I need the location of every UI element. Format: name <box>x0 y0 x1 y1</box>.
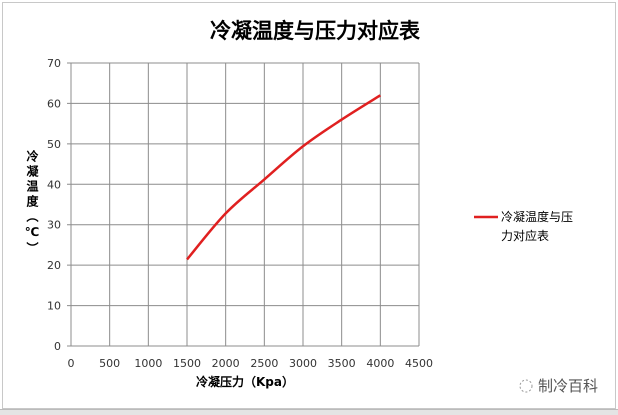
x-tick-label: 3500 <box>328 357 356 370</box>
watermark: 制冷百科 <box>520 377 598 395</box>
chart-title: 冷凝温度与压力对应表 <box>210 18 421 43</box>
y-axis-label: 冷凝温度（℃） <box>24 150 40 257</box>
x-tick-label: 4000 <box>366 357 394 370</box>
x-tick-label: 1000 <box>134 357 162 370</box>
y-tick-label: 0 <box>54 340 61 353</box>
series-line <box>187 95 380 259</box>
y-tick-label: 10 <box>47 300 61 313</box>
y-tick-label: 40 <box>47 178 61 191</box>
y-tick-label: 20 <box>47 259 61 272</box>
x-tick-label: 2000 <box>212 357 240 370</box>
x-tick-label: 2500 <box>250 357 278 370</box>
legend-label-line1: 冷凝温度与压 <box>501 209 573 224</box>
y-tick-label: 50 <box>47 138 61 151</box>
y-tick-label: 70 <box>47 57 61 70</box>
legend-label-line2: 力对应表 <box>501 228 549 243</box>
legend: 冷凝温度与压 力对应表 <box>474 209 573 243</box>
x-axis-label: 冷凝压力（Kpa） <box>196 374 294 389</box>
y-tick-label: 30 <box>47 219 61 232</box>
x-tick-label: 4500 <box>405 357 433 370</box>
watermark-text: 制冷百科 <box>538 377 598 395</box>
x-tick-label: 1500 <box>173 357 201 370</box>
watermark-logo-icon <box>520 380 532 392</box>
x-tick-label: 3000 <box>289 357 317 370</box>
x-tick-label: 500 <box>99 357 120 370</box>
y-tick-label: 60 <box>47 97 61 110</box>
x-tick-label: 0 <box>68 357 75 370</box>
